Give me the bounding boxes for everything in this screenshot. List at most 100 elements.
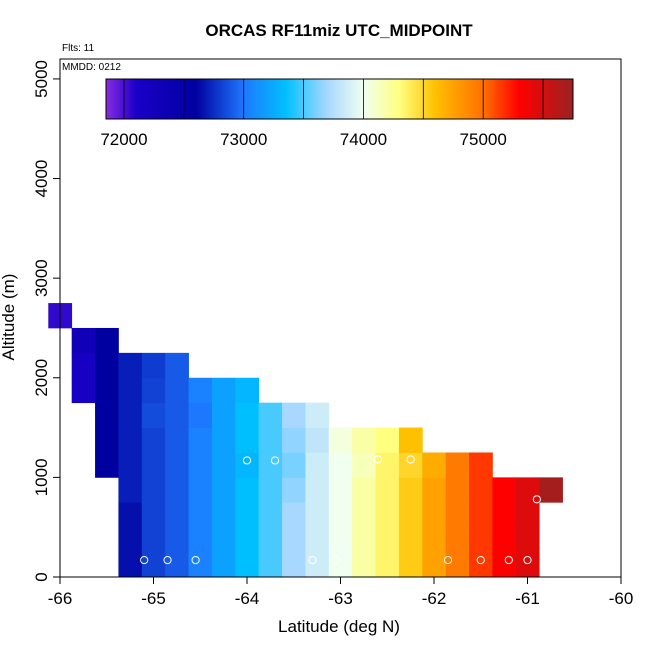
observation-marker <box>331 555 340 565</box>
heatmap-cell <box>141 552 166 578</box>
chart-title: ORCAS RF11miz UTC_MIDPOINT <box>205 21 473 40</box>
heatmap-cell <box>141 477 166 503</box>
heatmap-cell <box>515 527 540 553</box>
heatmap-cell <box>375 527 400 553</box>
heatmap-cell <box>328 552 353 578</box>
observation-marker <box>140 555 149 565</box>
colorbar-gradient <box>105 78 574 120</box>
heatmap-cell <box>398 502 423 528</box>
heatmap-cell <box>118 352 143 379</box>
heatmap-cell <box>211 477 236 503</box>
heatmap-cell <box>118 377 143 404</box>
heatmap-cell <box>118 427 143 453</box>
heatmap-cell <box>188 452 213 478</box>
heatmap-cell <box>95 402 119 428</box>
heatmap-cell <box>328 477 353 503</box>
heatmap-cell <box>469 527 493 553</box>
y-tick-label: 0 <box>32 572 51 581</box>
heatmap-cell <box>515 477 540 503</box>
heatmap-cell <box>211 527 236 553</box>
colorbar: 72000 73000 74000 75000 <box>100 78 574 149</box>
heatmap-cell <box>71 327 96 354</box>
heatmap-cell <box>188 552 213 578</box>
heatmap-cell <box>445 477 470 503</box>
heatmap-cell <box>211 402 236 428</box>
heatmap-cell <box>211 377 236 404</box>
heatmap-cell <box>165 502 189 528</box>
heatmap-cell <box>118 527 143 553</box>
heatmap-cell <box>305 552 330 578</box>
heatmap-cell <box>282 477 306 503</box>
heatmap-cell <box>211 427 236 453</box>
heatmap-cell <box>282 552 306 578</box>
heatmap-cell <box>95 427 119 453</box>
heatmap-cell <box>445 502 470 528</box>
heatmap-cell <box>422 452 447 478</box>
observation-marker <box>74 310 83 320</box>
heatmap-cell <box>352 502 376 528</box>
heatmap-cell <box>71 352 96 379</box>
x-tick-label: -60 <box>609 589 634 608</box>
heatmap-cell <box>188 377 213 404</box>
observation-marker <box>270 456 280 465</box>
heatmap-cell <box>118 402 143 428</box>
heatmap-cell <box>141 527 166 553</box>
colorbar-lines <box>123 79 544 119</box>
heatmap-cell <box>141 452 166 478</box>
heatmap-cell <box>305 452 330 478</box>
colorbar-tick-label: 72000 <box>100 130 147 149</box>
x-tick-label: -66 <box>48 589 73 608</box>
heatmap-cell <box>422 552 447 578</box>
heatmap-cell <box>352 527 376 553</box>
heatmap-cell <box>95 452 119 478</box>
heatmap-cell <box>118 452 143 478</box>
heatmap-cell <box>445 552 470 578</box>
observation-marker <box>504 555 513 565</box>
x-tick-label: -62 <box>422 589 447 608</box>
heatmap-cell <box>235 452 260 478</box>
heatmap-cell <box>515 552 540 578</box>
observation-marker <box>163 555 172 565</box>
heatmap-cell <box>141 427 166 453</box>
heatmap-cell <box>235 477 260 503</box>
heatmap-cell <box>469 452 493 478</box>
heatmap-cell <box>118 477 143 503</box>
heatmap-cell <box>165 402 189 428</box>
heatmap-cell <box>422 502 447 528</box>
heatmap-cell <box>305 477 330 503</box>
x-tick-label: -65 <box>141 589 166 608</box>
heatmap-cell <box>95 352 119 379</box>
heatmap-cell <box>282 452 306 478</box>
heatmap-cell <box>375 502 400 528</box>
heatmap-cell <box>235 527 260 553</box>
heatmap-cell <box>328 452 353 478</box>
heatmap-cell <box>258 477 283 503</box>
heatmap-cell <box>165 427 189 453</box>
heatmap-cell <box>375 477 400 503</box>
heatmap-cell <box>398 527 423 553</box>
heatmap-cell <box>188 527 213 553</box>
x-tick-label: -61 <box>515 589 540 608</box>
x-tick-label: -64 <box>235 589 260 608</box>
observation-markers <box>74 310 541 565</box>
heatmap-cell <box>398 477 423 503</box>
heatmap-cell <box>188 477 213 503</box>
heatmap-cell <box>469 477 493 503</box>
heatmap-cell <box>352 477 376 503</box>
heatmap-cell <box>95 377 119 404</box>
heatmap-cell <box>188 502 213 528</box>
heatmap-cell <box>328 427 353 453</box>
heatmap-cell <box>165 377 189 404</box>
heatmap-cell <box>258 502 283 528</box>
heatmap-cell <box>445 527 470 553</box>
heatmap-cell <box>282 402 306 428</box>
observation-marker <box>476 555 485 565</box>
heatmap-cell <box>398 427 423 453</box>
observation-marker <box>308 555 317 565</box>
y-tick-label: 5000 <box>32 60 51 98</box>
heatmap-cell <box>375 552 400 578</box>
heatmap-cell <box>211 502 236 528</box>
heatmap-cell <box>469 552 493 578</box>
heatmap-cell <box>141 502 166 528</box>
